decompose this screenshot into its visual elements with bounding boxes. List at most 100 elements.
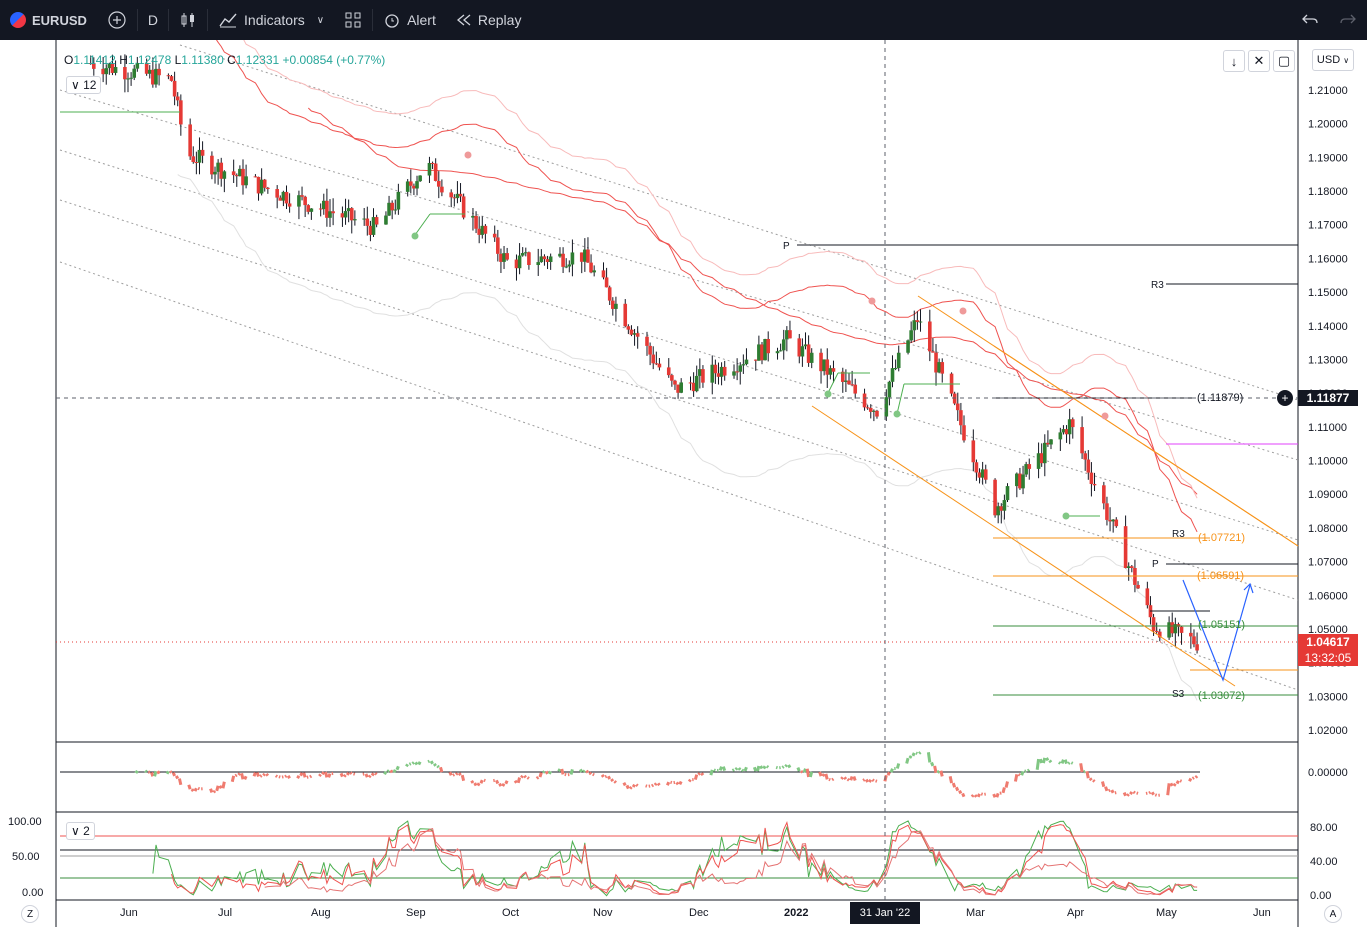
candle-body [1157, 631, 1162, 638]
candle-body [583, 249, 587, 262]
momentum-segment [675, 781, 680, 786]
momentum-segment [973, 794, 978, 798]
momentum-segment [259, 774, 263, 778]
low-prefix: L [174, 53, 182, 67]
price-tick: 1.13000 [1308, 354, 1348, 366]
candle-body [321, 200, 326, 210]
candle-body [887, 381, 892, 398]
candle-body [611, 300, 615, 309]
candle-body [999, 506, 1004, 511]
momentum-segment [252, 772, 257, 777]
candle-body [135, 62, 140, 69]
candle-body [346, 208, 351, 212]
candle-body [175, 96, 180, 101]
zoom-toggle-button[interactable]: Z [21, 905, 39, 923]
layouts-button[interactable] [334, 0, 372, 40]
crosshair-level-label: (1.11879) [1197, 392, 1243, 404]
momentum-segment [150, 771, 155, 777]
close-pane-button[interactable]: ✕ [1248, 50, 1270, 72]
candle-body [505, 253, 509, 260]
momentum-segment [818, 771, 823, 777]
replay-button[interactable]: Replay [446, 0, 532, 40]
candle-body [915, 320, 920, 322]
momentum-segment [218, 785, 223, 790]
momentum-segment [370, 772, 375, 777]
candle-body [306, 205, 311, 212]
redo-icon [1340, 14, 1356, 24]
candle-body [955, 403, 960, 411]
momentum-segment [1107, 788, 1111, 793]
momentum-segment [1017, 773, 1021, 777]
compare-button[interactable] [97, 0, 137, 40]
high-value: 1.12478 [127, 53, 172, 67]
momentum-segment [939, 770, 944, 777]
momentum-segment [650, 783, 655, 788]
candle-body [471, 215, 475, 218]
candle-body [415, 181, 419, 189]
candle-body [92, 63, 96, 69]
candle-body [1039, 453, 1044, 464]
auto-scale-button[interactable]: A [1324, 905, 1342, 923]
bollinger-lower [177, 174, 1198, 701]
symbol-search[interactable]: EURUSD [0, 0, 97, 40]
momentum-segment [1060, 759, 1065, 764]
candle-body [788, 330, 792, 339]
add-alert-plus-icon[interactable]: + [1277, 390, 1293, 406]
momentum-segment [765, 765, 770, 769]
candle-body [496, 237, 500, 254]
chevron-down-icon[interactable]: ∨ [316, 14, 325, 26]
chevron-down-icon: ∨ [1343, 55, 1350, 65]
candle-body [632, 333, 637, 335]
candle-body [278, 197, 283, 201]
candle-body [231, 171, 236, 176]
candle-body [931, 351, 935, 353]
interval-button[interactable]: D [138, 0, 168, 40]
candle-body [1114, 519, 1119, 527]
candle-body [169, 76, 174, 81]
osc2-right-tick: 0.00 [1310, 890, 1331, 902]
candle-body [362, 218, 366, 220]
candle-body [1170, 622, 1175, 634]
candle-body [872, 410, 876, 412]
move-pane-down-button[interactable]: ↓ [1223, 50, 1245, 72]
candle-body [123, 67, 127, 80]
candle-body [760, 344, 764, 361]
drawing-tools[interactable] [60, 111, 1299, 696]
candle-body [1145, 588, 1150, 606]
redo-button[interactable] [1329, 0, 1367, 40]
chart-type-button[interactable] [169, 0, 207, 40]
momentum-segment [324, 771, 329, 778]
signal-dot [868, 297, 876, 305]
momentum-segment [1092, 779, 1096, 783]
momentum-segment [718, 766, 723, 771]
maximize-pane-button[interactable]: ▢ [1273, 50, 1295, 72]
indicators-collapse-toggle[interactable]: ∨ 12 [66, 76, 102, 94]
candle-body [614, 303, 618, 309]
momentum-segment [864, 778, 869, 783]
grid-icon [345, 12, 361, 28]
momentum-segment [429, 760, 434, 765]
momentum-segment [408, 762, 412, 766]
price-tick: 1.02000 [1308, 725, 1348, 737]
candle-body [803, 344, 808, 347]
momentum-segment [1191, 776, 1195, 780]
undo-button[interactable] [1291, 0, 1329, 40]
momentum-segment [1126, 793, 1130, 797]
momentum-segment [756, 765, 761, 772]
momentum-segment [345, 771, 350, 776]
momentum-segment [721, 766, 727, 772]
currency-select[interactable]: USD ∨ [1312, 49, 1354, 71]
momentum-segment [653, 782, 658, 786]
momentum-segment [526, 776, 530, 780]
candle-body [601, 270, 606, 278]
momentum-segment [1026, 768, 1031, 773]
indicators-button[interactable]: Indicators ∨ [208, 0, 334, 40]
level-label-2: (1.06591) [1197, 570, 1244, 582]
price-chart[interactable]: 1.21000 1.20000 1.19000 1.18000 1.17000 1.160… [0, 40, 1367, 927]
candle-body [502, 253, 506, 262]
candle-body [959, 410, 963, 426]
osc-collapse-toggle[interactable]: ∨ 2 [66, 822, 95, 840]
momentum-segment [759, 765, 764, 770]
alert-button[interactable]: Alert [373, 0, 446, 40]
momentum-segment [542, 770, 546, 774]
